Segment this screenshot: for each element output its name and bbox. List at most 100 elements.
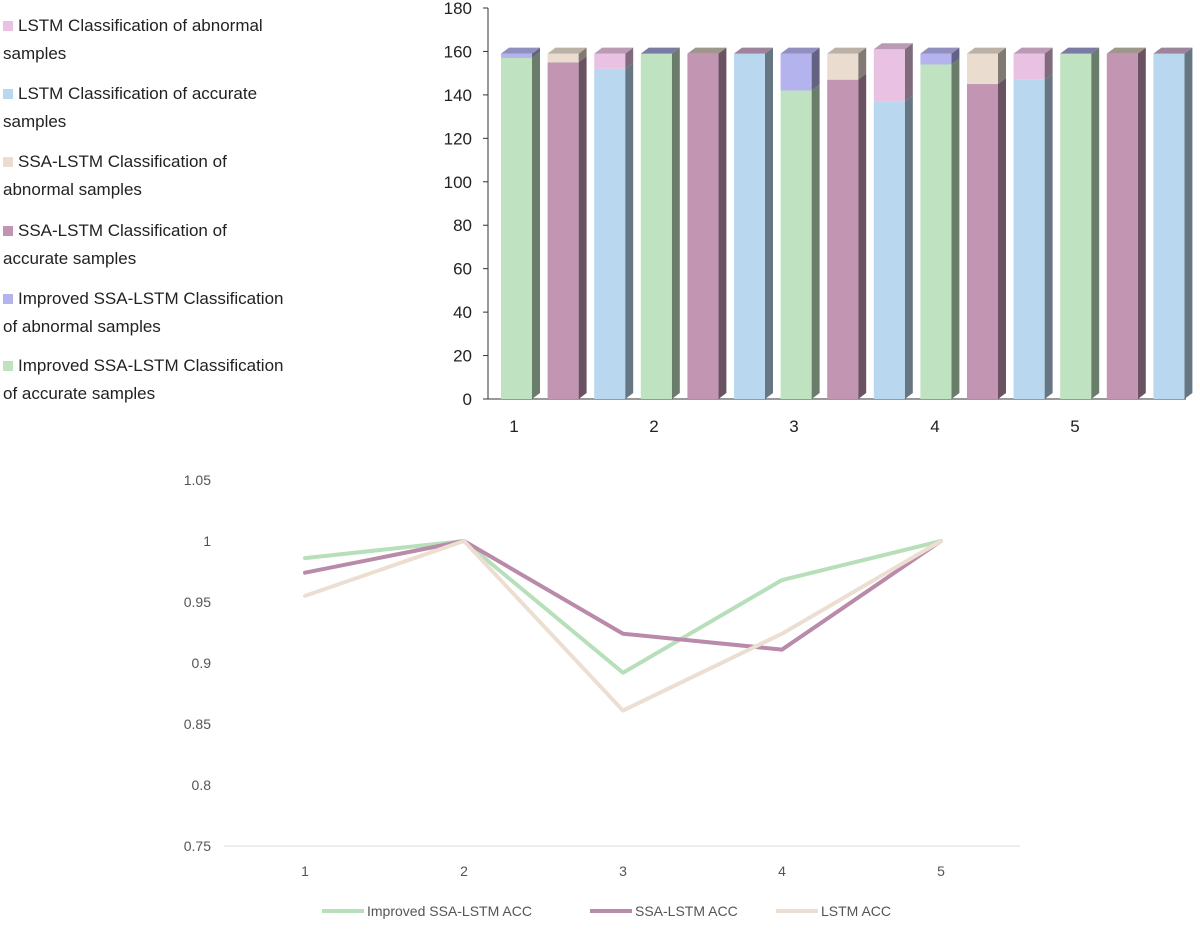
bar-abnormal-segment bbox=[827, 53, 859, 80]
bar-y-tick-label: 20 bbox=[453, 347, 472, 366]
line-x-tick-label: 5 bbox=[937, 863, 945, 879]
bar-legend-swatch bbox=[3, 294, 13, 304]
bar-accurate-segment bbox=[1106, 53, 1138, 399]
bar-side bbox=[998, 47, 1006, 85]
bar-side bbox=[578, 56, 587, 400]
bar-y-tick-label: 80 bbox=[453, 216, 472, 235]
bar-side bbox=[1091, 47, 1100, 399]
bar-legend-item: LSTM Classification of accurate samples bbox=[3, 84, 257, 131]
bar-x-tick-label: 5 bbox=[1070, 417, 1079, 436]
bar-abnormal-segment bbox=[1013, 53, 1045, 80]
bar-stack bbox=[734, 47, 773, 399]
bar-accurate-segment bbox=[827, 79, 859, 399]
bar-legend-swatch bbox=[3, 226, 13, 236]
bar-y-tick-label: 140 bbox=[444, 86, 472, 105]
bar-x-tick-label: 4 bbox=[930, 417, 939, 436]
bar-stack bbox=[873, 43, 913, 400]
line-y-tick-label: 0.9 bbox=[192, 655, 212, 671]
bar-stack bbox=[780, 47, 820, 400]
bar-side bbox=[1137, 47, 1146, 399]
bar-side bbox=[811, 47, 820, 91]
bar-accurate-segment bbox=[547, 62, 579, 400]
bar-top bbox=[967, 47, 1006, 54]
bar-side bbox=[811, 84, 820, 400]
bar-x-tick-label: 3 bbox=[789, 417, 798, 436]
bar-side bbox=[951, 58, 960, 399]
bar-abnormal-segment bbox=[547, 53, 579, 63]
bar-stack bbox=[1013, 47, 1053, 399]
bar-stack bbox=[920, 47, 960, 399]
bar-top bbox=[1153, 47, 1193, 54]
bar-legend-swatch bbox=[3, 89, 13, 99]
bar-legend-item: SSA-LSTM Classification of accurate sampl… bbox=[3, 221, 227, 268]
bar-abnormal-segment bbox=[594, 53, 626, 69]
bar-stack bbox=[827, 47, 867, 399]
bar-accurate-segment bbox=[873, 101, 905, 400]
bar-legend-label: SSA-LSTM Classification of abnormal sampl… bbox=[3, 152, 227, 199]
bar-top bbox=[920, 47, 960, 54]
bar-legend-swatch bbox=[3, 21, 13, 31]
bar-accurate-segment bbox=[687, 53, 719, 399]
bar-side bbox=[578, 47, 587, 63]
bar-accurate-segment bbox=[920, 64, 952, 399]
bar-stack bbox=[1106, 47, 1146, 399]
bar-side bbox=[858, 47, 867, 80]
line-y-tick-label: 0.85 bbox=[184, 716, 211, 732]
bar-accurate-segment bbox=[594, 68, 626, 400]
bar-accurate-segment bbox=[967, 84, 998, 400]
bar-side bbox=[671, 47, 680, 399]
bar-x-tick-label: 1 bbox=[509, 417, 518, 436]
bar-top bbox=[501, 47, 540, 54]
bar-stack bbox=[687, 47, 727, 399]
line-y-tick-label: 0.95 bbox=[184, 594, 211, 610]
line-series bbox=[303, 539, 943, 652]
line-x-tick-label: 3 bbox=[619, 863, 627, 879]
bar-y-tick-label: 160 bbox=[444, 42, 472, 61]
stacked-bar-chart: 0 20 40 60 80 100 120 140 160 180 1 2 3 4 5 LSTM Classi… bbox=[3, 0, 1193, 436]
line-x-tick-label: 4 bbox=[778, 863, 786, 879]
bar-abnormal-segment bbox=[780, 53, 812, 91]
bar-accurate-segment bbox=[501, 57, 532, 399]
bar-y-tick-label: 180 bbox=[444, 0, 472, 18]
bar-accurate-segment bbox=[780, 90, 812, 400]
bar-y-tick-label: 100 bbox=[444, 173, 472, 192]
bar-accurate-segment bbox=[1013, 79, 1045, 399]
bar-legend-label: SSA-LSTM Classification of accurate sampl… bbox=[3, 221, 227, 268]
bar-side bbox=[951, 47, 960, 65]
bar-stack bbox=[1060, 47, 1100, 399]
bar-stack bbox=[547, 47, 587, 400]
bar-top bbox=[734, 47, 773, 54]
bar-stack bbox=[1153, 47, 1193, 399]
line-legend-item: LSTM ACC bbox=[776, 903, 891, 919]
bar-top bbox=[594, 47, 634, 54]
bar-side bbox=[998, 78, 1006, 400]
bar-top bbox=[1060, 47, 1100, 54]
bar-legend-item: SSA-LSTM Classification of abnormal sampl… bbox=[3, 152, 227, 199]
bar-legend-swatch bbox=[3, 157, 13, 167]
bar-top bbox=[827, 47, 867, 54]
line-y-tick-label: 0.8 bbox=[192, 777, 212, 793]
bar-y-tick-label: 120 bbox=[444, 129, 472, 148]
bar-x-tick-label: 2 bbox=[649, 417, 658, 436]
bar-accurate-segment bbox=[1153, 53, 1185, 399]
line-y-tick-label: 1 bbox=[203, 533, 211, 549]
bar-legend-item: Improved SSA-LSTM Classification of accur… bbox=[3, 356, 283, 403]
bar-stack bbox=[640, 47, 680, 399]
bar-top bbox=[547, 47, 587, 54]
bar-y-tick-label: 60 bbox=[453, 260, 472, 279]
line-series bbox=[303, 539, 943, 713]
line-legend-label: SSA-LSTM ACC bbox=[635, 903, 738, 919]
line-x-tick-label: 1 bbox=[301, 863, 309, 879]
bar-side bbox=[1184, 47, 1193, 399]
bar-legend-label: LSTM Classification of accurate samples bbox=[3, 84, 257, 131]
bar-abnormal-segment bbox=[501, 53, 532, 58]
bar-abnormal-segment bbox=[873, 49, 905, 102]
bar-side bbox=[1044, 47, 1053, 80]
bar-legend-label: Improved SSA-LSTM Classification of accur… bbox=[3, 356, 283, 403]
bar-side bbox=[532, 47, 540, 58]
line-series bbox=[303, 539, 943, 675]
bar-abnormal-segment bbox=[967, 53, 998, 85]
bar-side bbox=[858, 73, 867, 399]
